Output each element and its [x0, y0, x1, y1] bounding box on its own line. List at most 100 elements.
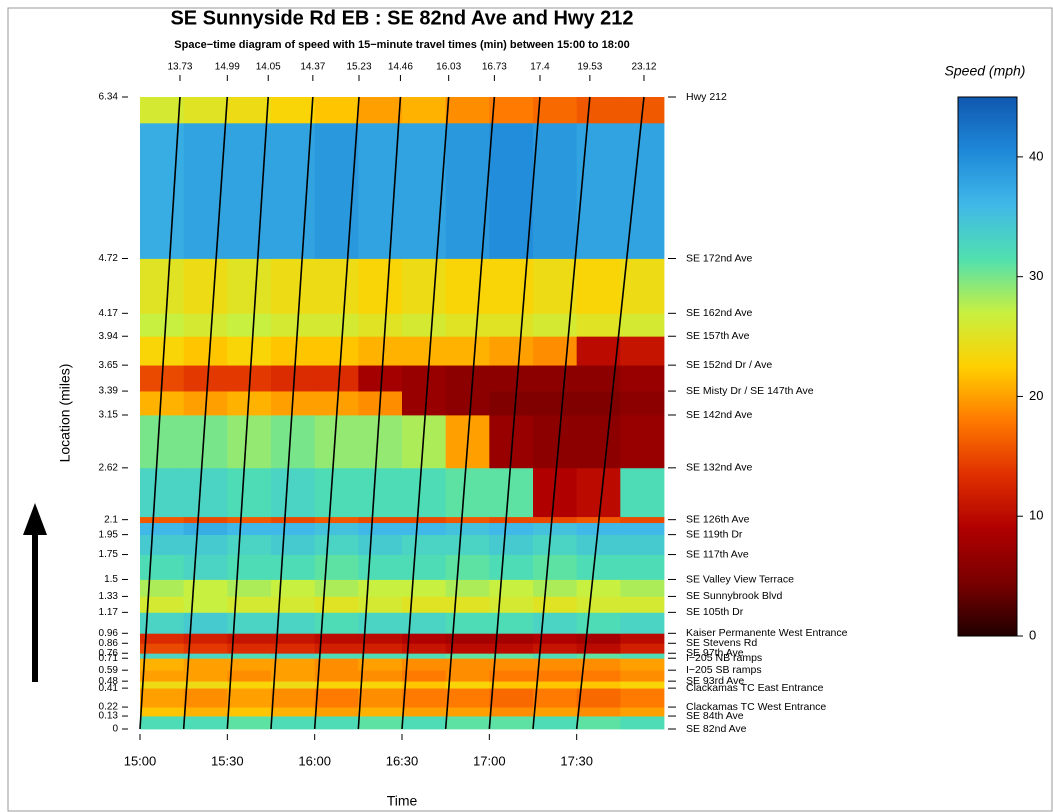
location-name: Clackamas TC West Entrance: [686, 701, 826, 713]
heat-cell: [314, 516, 359, 524]
location-name: SE 157th Ave: [686, 330, 750, 342]
heat-cell: [358, 554, 403, 580]
heat-cell: [227, 633, 272, 644]
heat-cell: [358, 681, 403, 689]
heat-cell: [620, 658, 665, 671]
heat-cell: [620, 596, 665, 613]
heat-cell: [620, 653, 665, 659]
heat-cell: [445, 122, 490, 259]
heat-cell: [402, 258, 447, 314]
location-name: SE 132nd Ave: [686, 462, 753, 474]
heat-cell: [489, 612, 534, 634]
heat-cell: [358, 534, 403, 555]
travel-time-label: 14.05: [256, 62, 281, 73]
heat-cell: [533, 633, 578, 644]
heat-cell: [620, 554, 665, 580]
location-name: SE Sunnybrook Blvd: [686, 590, 782, 602]
heat-cell: [314, 97, 359, 124]
heat-cell: [227, 414, 272, 469]
heat-cell: [620, 688, 665, 708]
heat-cell: [445, 554, 490, 580]
heat-cell: [314, 467, 359, 518]
heat-cell: [533, 688, 578, 708]
heat-cell: [140, 467, 185, 518]
heat-cell: [314, 258, 359, 314]
heat-cell: [402, 122, 447, 259]
heat-cell: [271, 681, 316, 689]
heat-cell: [183, 97, 228, 124]
heat-cell: [183, 313, 228, 337]
heat-cell: [227, 313, 272, 337]
heat-cell: [183, 516, 228, 524]
heat-cell: [183, 670, 228, 682]
heat-cell: [227, 579, 272, 597]
heat-cell: [183, 258, 228, 314]
travel-time-label: 15.23: [346, 62, 371, 73]
colorbar-label: Speed (mph): [945, 63, 1026, 79]
travel-time-line: [139, 96, 181, 730]
travel-time-line: [313, 96, 360, 730]
travel-time-label: 16.03: [436, 62, 461, 73]
heat-cell: [402, 681, 447, 689]
heat-cell: [140, 522, 185, 536]
heat-cell: [183, 336, 228, 366]
heat-cell: [271, 522, 316, 536]
heat-cell: [271, 467, 316, 518]
y-tick-label: 1.33: [99, 591, 119, 602]
heat-cell: [271, 633, 316, 644]
x-tick-label: 16:00: [298, 753, 331, 768]
heat-cell: [445, 688, 490, 708]
travel-time-label: 17.4: [530, 62, 550, 73]
heat-cell: [489, 554, 534, 580]
y-tick-label: 0.86: [99, 638, 119, 649]
x-tick-label: 16:30: [386, 753, 419, 768]
heat-cell: [489, 707, 534, 717]
heat-cell: [183, 467, 228, 518]
heat-cell: [576, 414, 621, 469]
location-name: SE Valley View Terrace: [686, 573, 794, 585]
heat-cell: [489, 579, 534, 597]
heat-cell: [620, 258, 665, 314]
heat-cell: [227, 596, 272, 613]
heat-cell: [140, 258, 185, 314]
heat-cell: [358, 612, 403, 634]
heat-cell: [620, 365, 665, 392]
heat-cell: [402, 391, 447, 416]
heat-cell: [576, 633, 621, 644]
heat-cell: [533, 658, 578, 671]
heat-cell: [489, 336, 534, 366]
heat-cell: [445, 97, 490, 124]
heat-cell: [183, 365, 228, 392]
heat-cell: [402, 643, 447, 654]
heat-cell: [140, 414, 185, 469]
heat-cell: [227, 681, 272, 689]
heat-cell: [140, 391, 185, 416]
heat-cell: [533, 516, 578, 524]
heat-cell: [271, 653, 316, 659]
heat-cell: [140, 670, 185, 682]
heat-cell: [489, 658, 534, 671]
heat-cell: [271, 554, 316, 580]
y-tick-label: 0.41: [99, 683, 119, 694]
heat-cell: [227, 97, 272, 124]
heat-cell: [271, 688, 316, 708]
heat-cell: [140, 643, 185, 654]
heat-cell: [533, 554, 578, 580]
heat-cell: [227, 643, 272, 654]
y-tick-label: 0.96: [99, 628, 119, 639]
heat-cell: [314, 653, 359, 659]
heat-cell: [183, 653, 228, 659]
heat-cell: [533, 643, 578, 654]
heat-cell: [576, 596, 621, 613]
travel-time-line: [575, 96, 645, 730]
y-tick-label: 1.95: [99, 529, 119, 540]
heat-cell: [358, 670, 403, 682]
heat-cell: [271, 97, 316, 124]
heat-cell: [445, 313, 490, 337]
heat-cell: [140, 516, 185, 524]
heat-cell: [358, 516, 403, 524]
heat-cell: [314, 688, 359, 708]
heat-cell: [402, 633, 447, 644]
heat-cell: [358, 258, 403, 314]
travel-time-label: 14.37: [300, 62, 325, 73]
